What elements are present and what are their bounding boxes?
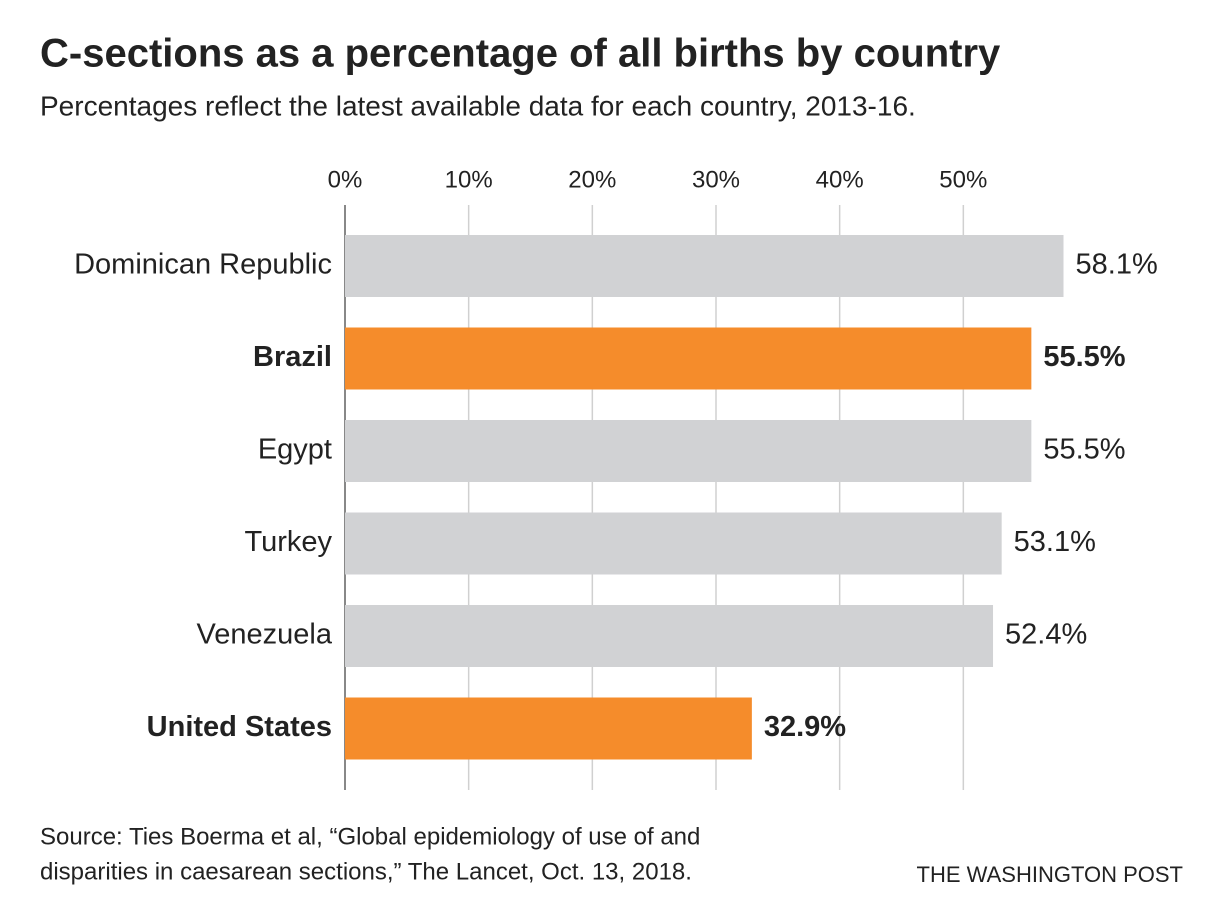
x-tick-label: 10% [445,166,493,193]
value-label: 55.5% [1043,434,1125,466]
x-tick-label: 50% [939,166,987,193]
value-label: 32.9% [764,711,846,743]
source-line: disparities in caesarean sections,” The … [40,858,692,885]
value-label: 55.5% [1043,341,1125,373]
bar [345,327,1032,390]
category-label: Egypt [258,434,332,466]
value-label: 53.1% [1014,526,1096,558]
bar [345,512,1002,575]
source-line: Source: Ties Boerma et al, “Global epide… [40,823,700,850]
x-tick-label: 0% [328,166,363,193]
category-label: Venezuela [197,619,333,651]
x-tick-label: 20% [568,166,616,193]
category-label: Turkey [244,526,332,558]
value-label: 58.1% [1076,249,1158,281]
bar [345,420,1032,482]
bar [345,605,994,667]
x-tick-label: 40% [816,166,864,193]
value-label: 52.4% [1005,619,1087,651]
credit: THE WASHINGTON POST [917,862,1183,887]
category-label: Brazil [253,341,332,373]
x-tick-label: 30% [692,166,740,193]
category-label: United States [147,711,332,743]
bar [345,235,1064,297]
chart-title: C-sections as a percentage of all births… [40,32,1001,76]
category-label: Dominican Republic [74,249,332,281]
chart-subtitle: Percentages reflect the latest available… [40,90,916,121]
bar [345,697,752,760]
